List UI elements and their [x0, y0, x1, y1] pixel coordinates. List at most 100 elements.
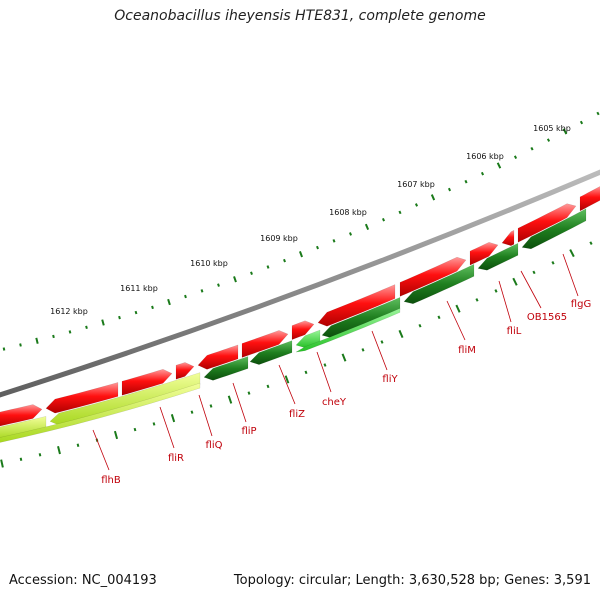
ruler-tick: [513, 155, 518, 159]
ruler-tick: [217, 283, 220, 287]
gene-labels: flgG OB1565 fliL fliM fliY cheY fliZ fliP fliQ fl…: [92, 253, 591, 486]
inner-tick: [569, 249, 575, 258]
gene-label: OB1565: [527, 312, 567, 323]
ruler-tick: [546, 138, 551, 142]
reverse-gene-arrow: [477, 242, 519, 271]
ruler-tick: [68, 330, 72, 334]
forward-gene-arrow: [317, 284, 396, 327]
gene-label: fliZ: [289, 409, 305, 420]
gene-pointer-line: [232, 382, 247, 423]
reverse-gene-arrow: [249, 340, 293, 365]
gene-label: cheY: [322, 397, 347, 408]
inner-tick: [380, 340, 384, 344]
forward-gene-arrow: [197, 344, 239, 370]
inner-tick: [341, 353, 347, 362]
inner-tick: [266, 384, 270, 389]
kbp-labels: 1605 kbp 1606 kbp 1607 kbp 1608 kbp 1609 kbp…: [50, 124, 571, 316]
inner-tick: [19, 457, 23, 461]
reverse-gene-arrow: [295, 308, 401, 353]
inner-tick: [0, 459, 4, 468]
forward-gene-arrow: [579, 186, 600, 212]
forward-gene-arrow: [399, 256, 467, 297]
inner-tick: [304, 370, 308, 375]
reverse-strand-genes: [0, 208, 587, 443]
gene-label: fliP: [241, 426, 256, 437]
ruler-tick: [381, 217, 386, 222]
inner-tick: [512, 277, 518, 286]
inner-tick-marks: [0, 241, 593, 468]
inner-tick: [284, 375, 290, 384]
ruler-tick: [364, 223, 370, 231]
ruler-tick: [579, 120, 584, 125]
ruler-tick: [134, 310, 138, 315]
gene-label: fliY: [382, 374, 398, 385]
gene-label: fliL: [507, 326, 522, 337]
reverse-gene-arrow: [203, 356, 249, 381]
ruler-tick: [266, 265, 270, 269]
inner-tick: [532, 270, 536, 275]
forward-gene-arrow: [291, 320, 315, 340]
ruler-tick: [562, 128, 568, 135]
ruler-tick: [35, 337, 39, 344]
gene-pointer-line: [278, 364, 296, 405]
gene-label: fliM: [458, 345, 476, 356]
ruler-tick: [200, 289, 204, 293]
inner-tick: [494, 289, 498, 293]
ruler-tick: [414, 203, 419, 207]
inner-tick: [437, 315, 441, 320]
ruler-tick: [19, 343, 22, 347]
ruler-tick: [250, 271, 253, 275]
gene-label: fliQ: [206, 440, 223, 451]
inner-tick: [133, 427, 137, 432]
gene-pointer-line: [520, 270, 542, 309]
ruler-tick: [316, 245, 319, 250]
inner-tick: [361, 348, 365, 352]
genome-backbone: [0, 169, 600, 398]
kbp-label: 1610 kbp: [190, 259, 228, 268]
ruler-tick: [283, 258, 286, 263]
ruler-tick: [447, 187, 452, 192]
reverse-gene-arrow: [0, 382, 201, 443]
ruler-tick: [299, 251, 303, 258]
inner-tick: [418, 323, 422, 328]
reverse-gene-arrow: [521, 208, 587, 250]
ruler-tick: [430, 194, 436, 201]
inner-tick: [475, 298, 479, 302]
inner-tick: [76, 443, 80, 447]
gene-label: flgG: [571, 299, 591, 310]
ruler-tick: [52, 334, 55, 339]
ruler-tick: [118, 315, 121, 320]
ruler-tick: [398, 210, 402, 215]
ruler-tick: [101, 319, 105, 326]
inner-tick: [170, 414, 176, 423]
ruler-tick: [151, 305, 154, 310]
inner-tick: [152, 422, 156, 426]
kbp-label: 1606 kbp: [466, 152, 504, 161]
gene-pointer-line: [159, 406, 175, 449]
kbp-label: 1608 kbp: [329, 208, 367, 217]
kbp-label: 1609 kbp: [260, 234, 298, 243]
inner-tick: [227, 395, 233, 404]
forward-strand-genes: [0, 186, 600, 427]
forward-gene-arrow: [45, 382, 119, 414]
forward-gene-arrow: [0, 404, 43, 427]
kbp-label: 1605 kbp: [533, 124, 571, 133]
inner-tick: [455, 304, 461, 313]
gene-pointer-line: [198, 394, 213, 437]
gene-pointer-line: [562, 253, 579, 297]
ruler-tick: [530, 146, 534, 151]
inner-tick: [38, 453, 42, 457]
ruler-tick: [167, 298, 171, 306]
map-title: Oceanobacillus iheyensis HTE831, complet…: [114, 8, 486, 24]
gene-pointer-line: [498, 280, 512, 323]
forward-gene-arrow: [469, 241, 499, 266]
ruler-tick: [349, 232, 352, 236]
ruler-tick: [480, 171, 485, 176]
forward-gene-arrow: [517, 203, 577, 243]
ruler-tick: [332, 239, 336, 243]
inner-tick: [209, 404, 213, 408]
inner-tick: [57, 445, 61, 455]
ruler-tick: [85, 325, 88, 330]
gene-pointer-line: [446, 300, 466, 341]
ruler-tick: [184, 294, 187, 299]
